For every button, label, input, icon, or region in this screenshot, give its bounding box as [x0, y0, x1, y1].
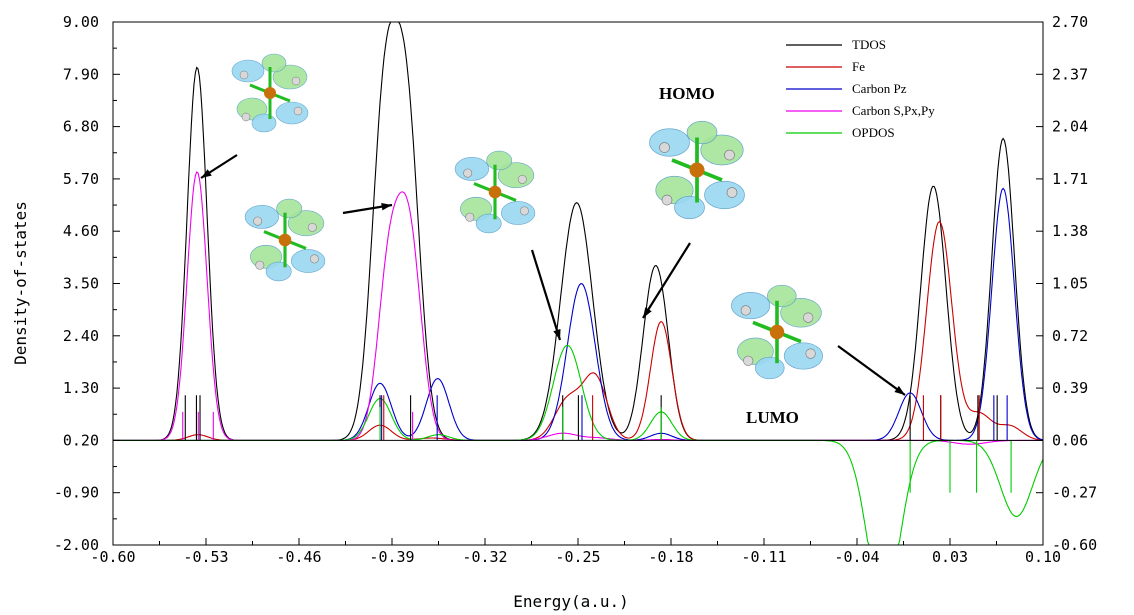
orbital-image-lumo — [731, 284, 823, 380]
orbital-image-homo — [649, 120, 745, 220]
legend-label: Carbon Pz — [852, 81, 907, 96]
legend-label: Fe — [852, 59, 865, 74]
y-tick-label: 0.20 — [63, 431, 99, 449]
y2-tick-label: -0.60 — [1052, 536, 1097, 554]
arrow-2 — [342, 202, 393, 215]
series-line-4 — [113, 344, 1044, 546]
orbital-image-1 — [231, 53, 309, 133]
x-tick-label: -0.25 — [555, 548, 600, 566]
arrow-homo — [642, 242, 691, 319]
y2-tick-label: 0.72 — [1052, 327, 1088, 345]
orbital-image-2 — [244, 198, 326, 282]
x-tick-label: -0.39 — [369, 548, 414, 566]
y2-tick-label: 0.06 — [1052, 431, 1088, 449]
x-axis-title: Energy(a.u.) — [513, 592, 629, 611]
arrow-1 — [200, 154, 238, 179]
y-tick-label: 1.30 — [63, 379, 99, 397]
y2-tick-label: 2.70 — [1052, 13, 1088, 31]
y-tick-label: -2.00 — [54, 536, 99, 554]
y-tick-label: 9.00 — [63, 13, 99, 31]
stick-lines-layer — [182, 395, 1012, 493]
legend-label: OPDOS — [852, 125, 895, 140]
arrow-3 — [530, 249, 562, 341]
y2-tick-label: 2.04 — [1052, 118, 1088, 136]
y2-axis-ticks: 2.70 2.37 2.04 1.71 1.38 1.05 0.72 0.39 0.06 -0.2… — [1036, 13, 1097, 554]
y-tick-label: 2.40 — [63, 327, 99, 345]
y-axis-title: Density-of-states — [11, 201, 30, 365]
x-tick-label: -0.53 — [183, 548, 228, 566]
legend-label: TDOS — [852, 37, 886, 52]
lumo-label: LUMO — [746, 408, 799, 427]
orbital-images — [200, 53, 906, 396]
legend-label: Carbon S,Px,Py — [852, 103, 935, 118]
y-tick-label: 3.50 — [63, 275, 99, 293]
y-tick-label: 5.70 — [63, 170, 99, 188]
y-tick-label: 4.60 — [63, 222, 99, 240]
y2-tick-label: -0.27 — [1052, 484, 1097, 502]
orbital-image-3 — [454, 150, 536, 234]
legend: TDOS Fe Carbon Pz Carbon S,Px,Py OPDOS — [786, 37, 935, 140]
y2-tick-label: 1.38 — [1052, 222, 1088, 240]
x-axis-ticks: -0.60 -0.53 -0.46 -0.39 -0.32 -0.25 -0.18 -0.11… — [90, 538, 1061, 566]
x-tick-label: -0.11 — [741, 548, 786, 566]
x-tick-label: -0.60 — [90, 548, 135, 566]
y-tick-label: 6.80 — [63, 118, 99, 136]
y2-tick-label: 1.05 — [1052, 275, 1088, 293]
y2-tick-label: 1.71 — [1052, 170, 1088, 188]
y-tick-label: -0.90 — [54, 484, 99, 502]
y-axis-ticks: 9.00 7.90 6.80 5.70 4.60 3.50 2.40 1.30 0.20 -0.9… — [54, 13, 120, 554]
x-tick-label: 0.03 — [932, 548, 968, 566]
arrow-lumo — [837, 345, 906, 396]
x-tick-label: -0.32 — [462, 548, 507, 566]
x-tick-label: -0.18 — [648, 548, 693, 566]
x-tick-label: -0.04 — [834, 548, 879, 566]
y2-tick-label: 2.37 — [1052, 65, 1088, 83]
homo-label: HOMO — [659, 84, 715, 103]
y-tick-label: 7.90 — [63, 65, 99, 83]
y2-tick-label: 0.39 — [1052, 379, 1088, 397]
x-tick-label: 0.10 — [1025, 548, 1061, 566]
x-tick-label: -0.46 — [276, 548, 321, 566]
